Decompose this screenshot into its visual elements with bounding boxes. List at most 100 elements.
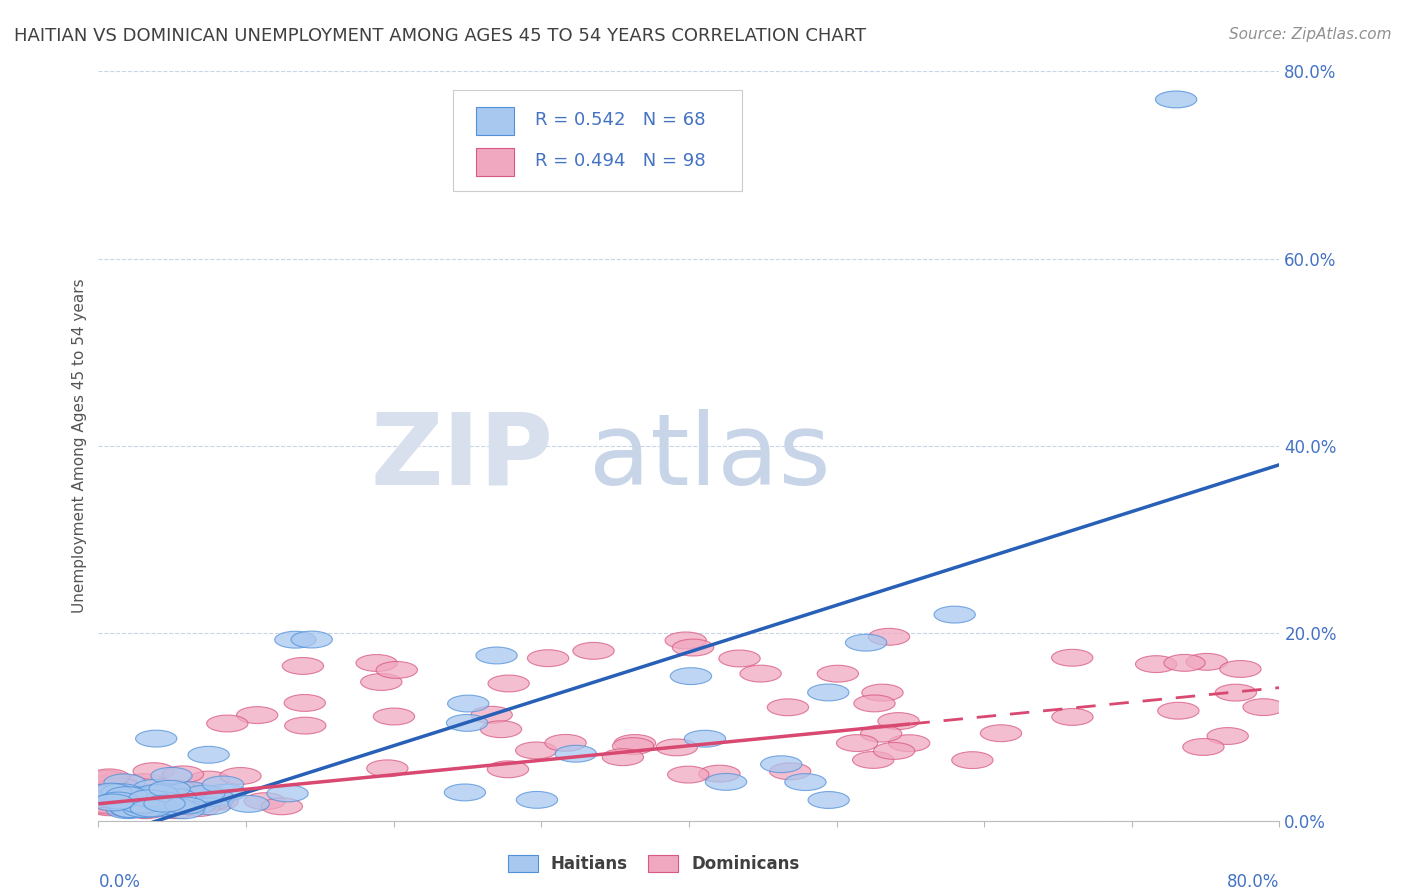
Ellipse shape [860, 725, 901, 742]
Ellipse shape [934, 607, 976, 623]
Ellipse shape [188, 771, 229, 788]
Ellipse shape [110, 801, 152, 818]
Ellipse shape [1187, 654, 1227, 670]
Ellipse shape [360, 673, 402, 690]
Ellipse shape [291, 632, 332, 648]
Ellipse shape [112, 797, 153, 814]
Ellipse shape [90, 795, 131, 812]
Ellipse shape [104, 789, 146, 805]
Ellipse shape [262, 797, 302, 814]
Ellipse shape [1157, 702, 1199, 719]
Ellipse shape [138, 798, 179, 815]
Ellipse shape [162, 766, 204, 783]
Ellipse shape [118, 798, 160, 815]
Ellipse shape [98, 797, 139, 814]
Ellipse shape [205, 784, 246, 801]
Ellipse shape [149, 785, 190, 802]
Ellipse shape [104, 774, 145, 791]
Ellipse shape [572, 642, 614, 659]
Ellipse shape [179, 796, 221, 813]
Ellipse shape [142, 792, 183, 809]
Ellipse shape [115, 795, 157, 812]
Ellipse shape [105, 789, 146, 805]
Ellipse shape [155, 802, 197, 819]
Ellipse shape [118, 798, 160, 815]
Ellipse shape [98, 778, 139, 795]
Ellipse shape [837, 735, 877, 752]
Ellipse shape [91, 783, 134, 800]
Ellipse shape [284, 717, 326, 734]
Ellipse shape [1052, 708, 1092, 725]
Ellipse shape [118, 787, 160, 804]
Ellipse shape [83, 796, 124, 813]
Ellipse shape [236, 706, 278, 723]
Ellipse shape [118, 797, 159, 814]
Text: Source: ZipAtlas.com: Source: ZipAtlas.com [1229, 27, 1392, 42]
Ellipse shape [447, 695, 489, 712]
Ellipse shape [671, 668, 711, 684]
Ellipse shape [207, 715, 247, 732]
Ellipse shape [665, 632, 706, 648]
Ellipse shape [134, 786, 176, 803]
Text: R = 0.542   N = 68: R = 0.542 N = 68 [536, 112, 706, 129]
Ellipse shape [100, 786, 141, 803]
Ellipse shape [163, 802, 204, 819]
Ellipse shape [190, 797, 231, 814]
Ellipse shape [768, 698, 808, 715]
Ellipse shape [97, 792, 139, 809]
Ellipse shape [877, 713, 920, 730]
Ellipse shape [174, 797, 217, 814]
Ellipse shape [546, 734, 586, 751]
Ellipse shape [367, 760, 408, 777]
Ellipse shape [197, 793, 238, 810]
Ellipse shape [1164, 655, 1205, 672]
Ellipse shape [90, 783, 132, 800]
Ellipse shape [93, 794, 134, 811]
Ellipse shape [1182, 739, 1225, 756]
Text: R = 0.494   N = 98: R = 0.494 N = 98 [536, 153, 706, 170]
Bar [477, 148, 515, 177]
Ellipse shape [1243, 698, 1284, 715]
Text: atlas: atlas [589, 409, 830, 506]
Ellipse shape [84, 796, 125, 813]
Ellipse shape [761, 756, 801, 772]
Ellipse shape [186, 787, 228, 804]
Ellipse shape [952, 752, 993, 769]
Ellipse shape [202, 776, 243, 793]
Ellipse shape [121, 799, 162, 816]
Ellipse shape [889, 735, 929, 752]
Ellipse shape [356, 655, 398, 672]
Ellipse shape [138, 786, 180, 803]
Ellipse shape [481, 721, 522, 738]
Ellipse shape [131, 800, 172, 817]
Ellipse shape [685, 731, 725, 747]
Ellipse shape [141, 797, 181, 814]
Ellipse shape [89, 769, 129, 786]
Ellipse shape [602, 748, 644, 765]
Ellipse shape [193, 792, 233, 809]
Ellipse shape [107, 802, 148, 819]
FancyBboxPatch shape [453, 90, 742, 191]
Ellipse shape [613, 738, 654, 755]
Ellipse shape [873, 742, 915, 759]
Ellipse shape [98, 796, 139, 813]
Ellipse shape [374, 708, 415, 725]
Ellipse shape [516, 791, 558, 808]
Ellipse shape [444, 784, 485, 801]
Ellipse shape [101, 784, 142, 801]
Text: HAITIAN VS DOMINICAN UNEMPLOYMENT AMONG AGES 45 TO 54 YEARS CORRELATION CHART: HAITIAN VS DOMINICAN UNEMPLOYMENT AMONG … [14, 27, 866, 45]
Ellipse shape [284, 695, 325, 712]
Ellipse shape [706, 773, 747, 790]
Ellipse shape [84, 790, 125, 807]
Ellipse shape [1052, 649, 1092, 666]
Ellipse shape [103, 794, 145, 811]
Ellipse shape [101, 793, 142, 810]
Text: 0.0%: 0.0% [98, 873, 141, 891]
Ellipse shape [155, 798, 195, 814]
Ellipse shape [845, 634, 887, 651]
Y-axis label: Unemployment Among Ages 45 to 54 years: Unemployment Among Ages 45 to 54 years [72, 278, 87, 614]
Legend: Haitians, Dominicans: Haitians, Dominicans [501, 848, 806, 880]
Ellipse shape [228, 796, 270, 813]
Ellipse shape [150, 767, 193, 784]
Ellipse shape [194, 789, 235, 806]
